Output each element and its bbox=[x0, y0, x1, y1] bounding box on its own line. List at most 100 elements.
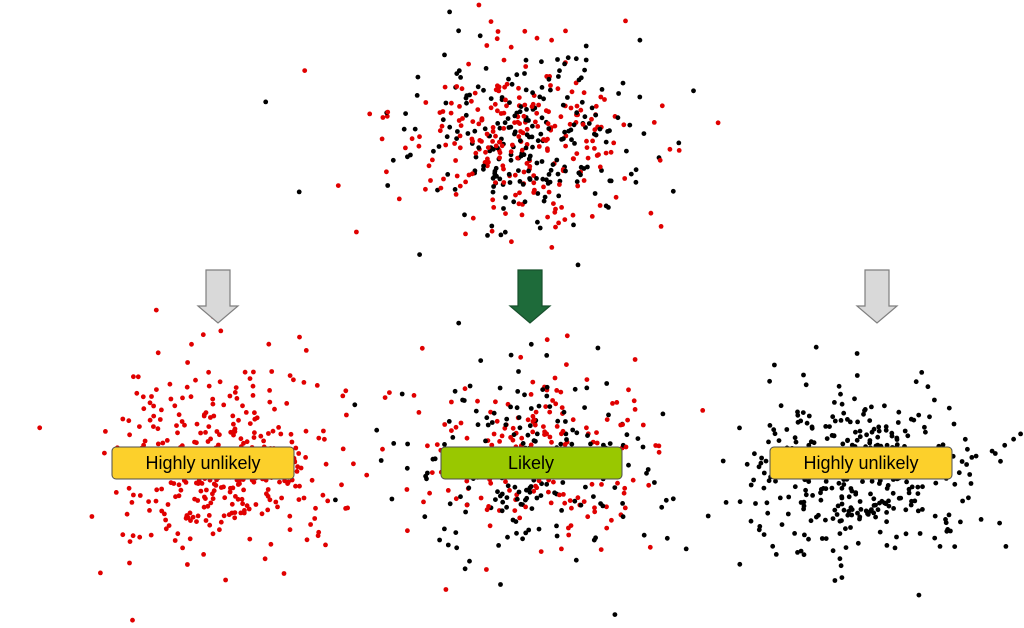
dot bbox=[452, 388, 458, 394]
dot bbox=[464, 502, 470, 508]
dot bbox=[524, 126, 530, 132]
dot bbox=[564, 437, 569, 442]
dot bbox=[524, 107, 529, 112]
dot bbox=[478, 358, 484, 363]
dot bbox=[660, 411, 666, 417]
dot bbox=[513, 519, 519, 524]
dot bbox=[542, 194, 548, 200]
dot bbox=[424, 476, 429, 482]
dot bbox=[818, 497, 824, 503]
dot bbox=[848, 505, 854, 511]
dot bbox=[932, 513, 938, 519]
dot bbox=[584, 385, 590, 391]
dot bbox=[462, 566, 468, 572]
dot bbox=[467, 383, 473, 389]
dot bbox=[549, 245, 555, 250]
dot bbox=[770, 543, 776, 549]
dot bbox=[201, 504, 207, 510]
dot bbox=[457, 145, 463, 151]
dot bbox=[561, 136, 566, 142]
dot bbox=[573, 56, 579, 62]
dot bbox=[748, 482, 754, 488]
dot bbox=[620, 514, 626, 520]
dot bbox=[142, 438, 148, 444]
dot bbox=[89, 514, 95, 519]
dot bbox=[773, 552, 779, 557]
dot bbox=[785, 511, 791, 517]
dot bbox=[466, 485, 472, 491]
dot bbox=[683, 546, 689, 552]
dot bbox=[508, 352, 514, 358]
dot bbox=[206, 424, 212, 429]
dot bbox=[801, 372, 806, 378]
dot bbox=[425, 443, 430, 449]
dot bbox=[582, 67, 587, 73]
dot bbox=[546, 489, 551, 495]
dot bbox=[884, 519, 889, 525]
dot bbox=[873, 502, 878, 508]
dot bbox=[520, 441, 526, 446]
dot bbox=[544, 337, 550, 343]
dot bbox=[159, 508, 165, 514]
dot bbox=[522, 28, 528, 34]
dot bbox=[998, 458, 1003, 464]
dot bbox=[604, 525, 610, 531]
dot bbox=[869, 404, 874, 410]
dot bbox=[992, 451, 998, 456]
dot bbox=[380, 446, 385, 452]
dot bbox=[882, 403, 887, 409]
dot bbox=[501, 57, 507, 63]
dot bbox=[501, 125, 507, 131]
dot bbox=[637, 37, 643, 43]
dot bbox=[419, 345, 425, 351]
dot bbox=[808, 518, 814, 524]
dot bbox=[252, 410, 257, 416]
dot bbox=[836, 480, 842, 486]
dot bbox=[572, 141, 577, 146]
dot bbox=[221, 484, 226, 490]
dot bbox=[837, 531, 843, 536]
dot bbox=[571, 122, 577, 128]
dot bbox=[626, 462, 631, 468]
dot bbox=[446, 419, 452, 424]
dot bbox=[127, 432, 132, 438]
dot bbox=[453, 424, 459, 430]
dot bbox=[488, 409, 493, 415]
dot bbox=[351, 461, 356, 467]
dot bbox=[167, 381, 173, 387]
dot bbox=[894, 534, 899, 540]
dot bbox=[589, 105, 595, 111]
dot bbox=[484, 131, 490, 137]
dot bbox=[551, 201, 556, 207]
dot bbox=[585, 155, 591, 161]
dot bbox=[529, 506, 535, 511]
dot bbox=[524, 161, 530, 166]
dot bbox=[452, 141, 457, 146]
dot bbox=[748, 518, 754, 524]
dot bbox=[889, 430, 895, 436]
dot bbox=[312, 516, 318, 521]
dot bbox=[188, 394, 194, 400]
dot bbox=[403, 111, 408, 116]
dot bbox=[508, 404, 513, 410]
dot bbox=[839, 485, 845, 491]
dot bbox=[490, 197, 496, 203]
dot bbox=[884, 543, 890, 548]
dot bbox=[798, 548, 804, 554]
dot bbox=[883, 424, 889, 430]
dot bbox=[447, 501, 453, 507]
dot bbox=[323, 461, 329, 467]
dot bbox=[265, 487, 271, 492]
dot bbox=[538, 493, 544, 498]
dot bbox=[431, 148, 436, 154]
arrow-right bbox=[855, 269, 899, 324]
dot bbox=[801, 499, 807, 505]
dot bbox=[814, 514, 819, 520]
dot bbox=[581, 178, 587, 183]
label-box bbox=[440, 446, 623, 480]
dot bbox=[445, 172, 451, 177]
dot bbox=[449, 428, 454, 433]
dot bbox=[175, 430, 180, 436]
dot bbox=[645, 467, 651, 472]
dot bbox=[530, 123, 535, 129]
